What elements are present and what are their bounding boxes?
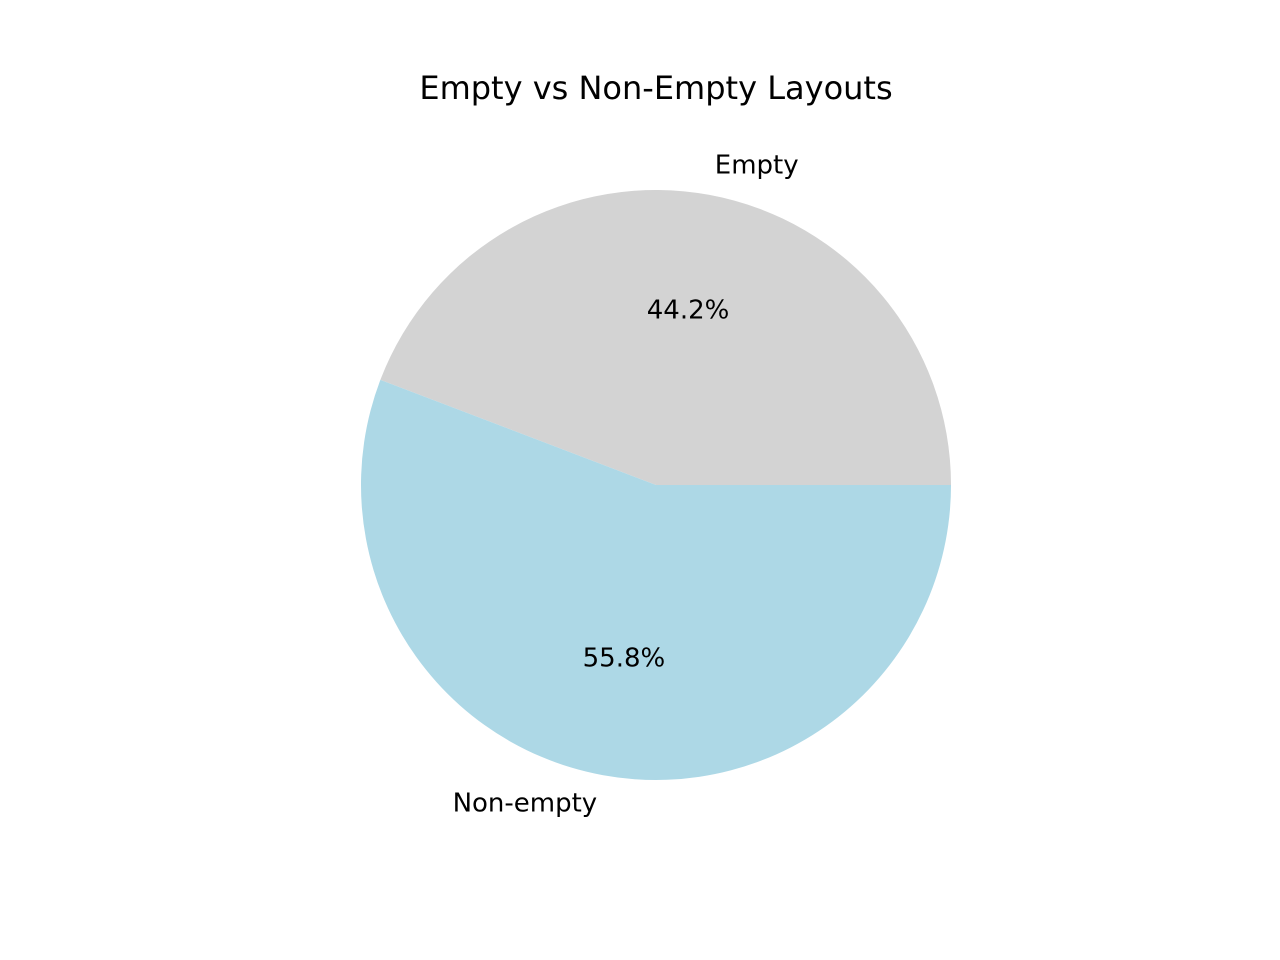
pie-slices [360, 190, 952, 781]
pie-slice-non-empty [360, 379, 951, 781]
slice-label-non-empty: Non-empty [453, 789, 598, 819]
chart-title: Empty vs Non-Empty Layouts [419, 69, 892, 107]
slice-percent-empty: 44.2% [647, 295, 730, 325]
pie-labels: Empty 44.2% Non-empty 55.8% [453, 150, 799, 818]
slice-percent-non-empty: 55.8% [583, 644, 666, 674]
slice-label-empty: Empty [715, 150, 799, 180]
pie-slice-empty [380, 190, 952, 485]
